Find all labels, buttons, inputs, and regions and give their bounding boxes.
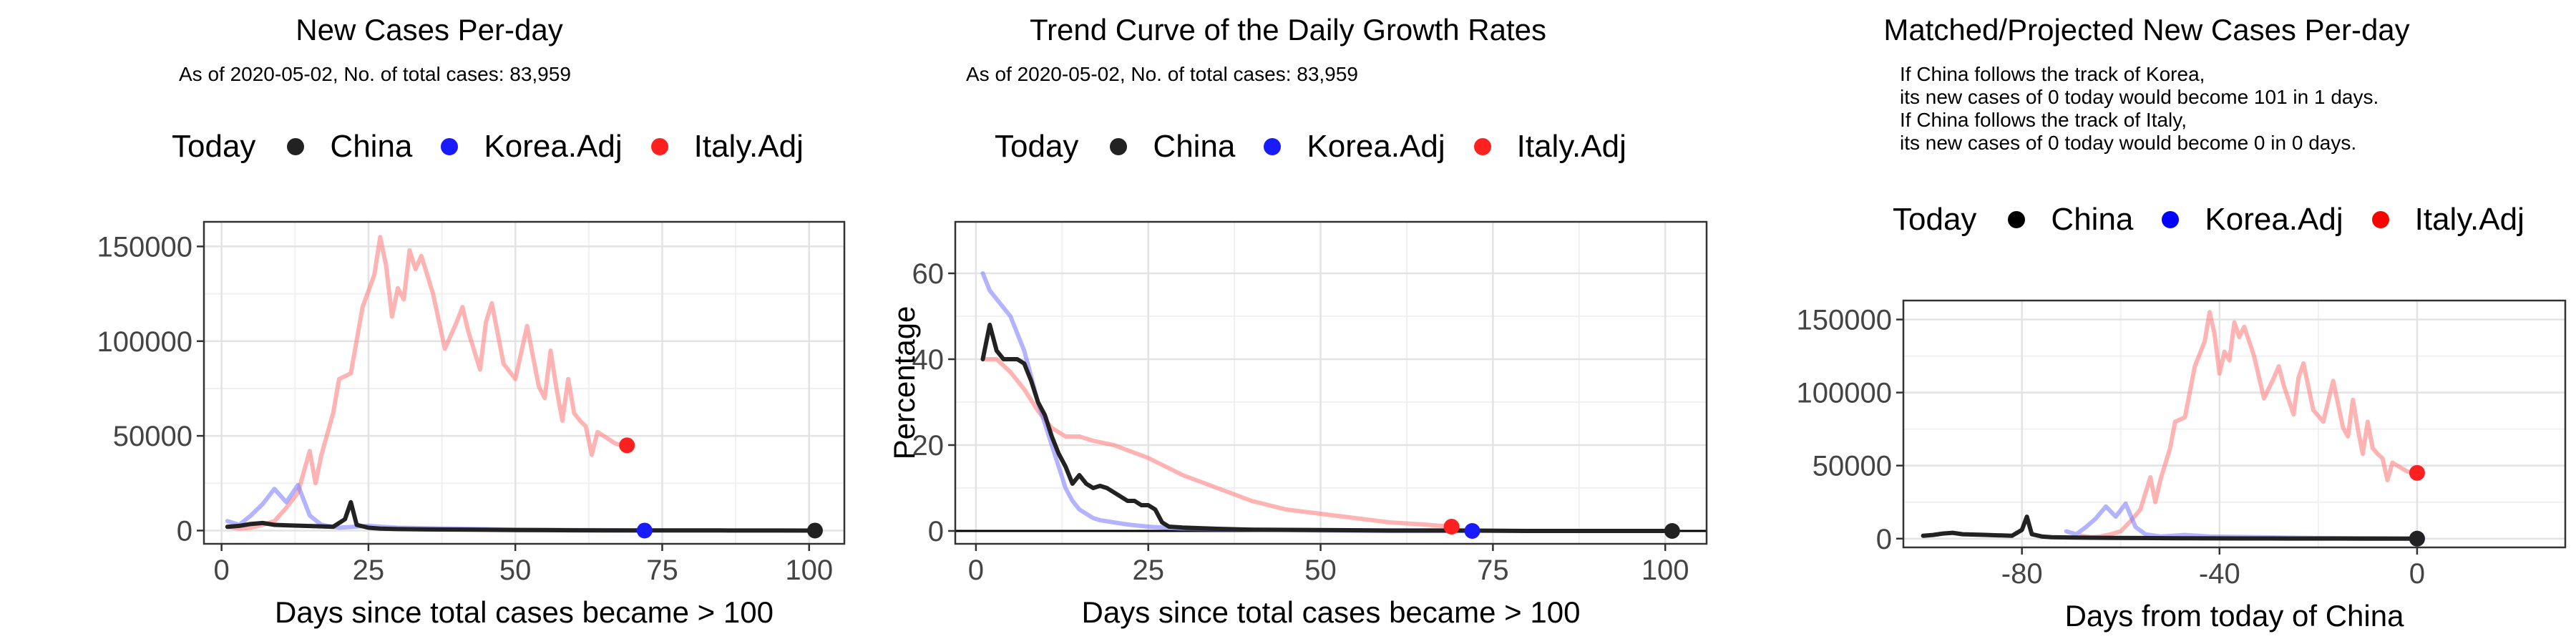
x-tick-label: -80 xyxy=(2001,558,2043,590)
x-tick-label: 50 xyxy=(499,555,532,586)
legend-item-china: China xyxy=(1110,129,1235,165)
legend-marker-korea xyxy=(1264,138,1282,155)
plot-growth-rates: 0 25 50 75 100 0 20 40 60 Days since total cases … xyxy=(887,220,1708,629)
y-tick-label: 150000 xyxy=(1797,305,1892,336)
legend-item-china: China xyxy=(2008,202,2133,238)
chart-title: Trend Curve of the Daily Growth Rates xyxy=(1029,13,1547,47)
legend-marker-italy xyxy=(2371,211,2389,228)
series-line-italy-adj xyxy=(2079,310,2419,540)
legend-marker-china xyxy=(1110,138,1128,155)
today-point-china xyxy=(1664,523,1680,539)
today-point-italy-adj xyxy=(1443,519,1460,535)
series-line-italy-adj xyxy=(225,235,630,531)
plot-border xyxy=(203,220,846,545)
y-tick-label: 150000 xyxy=(97,231,192,263)
legend-item-korea: Korea.Adj xyxy=(2162,202,2343,238)
plot-projected-cases: -80 -40 0 0 50000 100000 150000 Days from today… xyxy=(1797,299,2567,633)
today-point-korea-adj xyxy=(1464,523,1480,539)
today-point-china xyxy=(2409,530,2425,547)
legend-item-italy: Italy.Adj xyxy=(650,129,804,165)
y-tick-label: 20 xyxy=(912,430,945,462)
legend-title: Today xyxy=(995,129,1079,164)
plot-new-cases: 0 25 50 75 100 0 50000 100000 150000 Days since t… xyxy=(97,220,846,629)
legend-item-italy: Italy.Adj xyxy=(1473,129,1626,165)
today-point-korea-adj xyxy=(636,522,653,539)
y-tick-label: 100000 xyxy=(97,326,192,358)
legend-marker-korea xyxy=(2162,211,2180,228)
y-tick-label: 60 xyxy=(912,258,945,290)
x-tick-label: 0 xyxy=(214,555,230,586)
legend-marker-china xyxy=(287,138,305,155)
x-tick-label: 75 xyxy=(1477,555,1509,586)
y-tick-label: 40 xyxy=(912,344,945,376)
legend-marker-korea xyxy=(441,138,459,155)
legend-marker-italy xyxy=(1473,138,1491,155)
today-point-italy-adj xyxy=(2409,464,2425,481)
series-line-china xyxy=(980,323,1674,533)
x-tick-label: 25 xyxy=(1132,555,1164,586)
panel-new-cases: New Cases Per-day As of 2020-05-02, No. … xyxy=(0,0,859,644)
chart-legend: Today China Korea.Adj Italy.Adj xyxy=(172,129,832,165)
y-tick-label: 100000 xyxy=(1797,378,1892,409)
panel-projected-cases: Matched/Projected New Cases Per-day If C… xyxy=(1717,0,2576,644)
legend-item-korea: Korea.Adj xyxy=(1264,129,1445,165)
chart-subtitle: As of 2020-05-02, No. of total cases: 83… xyxy=(179,63,571,85)
legend-item-italy: Italy.Adj xyxy=(2371,202,2524,238)
panel-growth-rates: Trend Curve of the Daily Growth Rates As… xyxy=(859,0,1717,644)
x-tick-label: -40 xyxy=(2199,558,2240,590)
x-axis-title: Days from today of China xyxy=(2065,599,2405,633)
x-tick-label: 25 xyxy=(353,555,385,586)
series-line-china xyxy=(225,499,817,533)
chart-title: New Cases Per-day xyxy=(296,13,563,47)
legend-title: Today xyxy=(172,129,256,164)
plot-border xyxy=(1902,299,2567,549)
y-tick-label: 0 xyxy=(177,515,192,547)
x-axis-title: Days since total cases became > 100 xyxy=(275,595,774,629)
legend-title: Today xyxy=(1893,202,1977,237)
chart-subtitle: As of 2020-05-02, No. of total cases: 83… xyxy=(966,63,1358,85)
chart-title: Matched/Projected New Cases Per-day xyxy=(1883,13,2410,47)
y-axis-title: Percentage xyxy=(887,306,921,460)
y-tick-label: 0 xyxy=(928,516,944,547)
today-point-china xyxy=(806,522,823,539)
y-tick-label: 50000 xyxy=(1813,451,1892,482)
today-point-italy-adj xyxy=(619,437,635,454)
x-axis-title: Days since total cases became > 100 xyxy=(1082,595,1581,629)
chart-legend: Today China Korea.Adj Italy.Adj xyxy=(995,129,1655,165)
x-tick-label: 50 xyxy=(1304,555,1337,586)
chart-legend: Today China Korea.Adj Italy.Adj xyxy=(1893,202,2553,238)
y-tick-label: 50000 xyxy=(113,421,192,452)
series-line-italy-adj xyxy=(980,357,1454,529)
legend-marker-china xyxy=(2008,211,2026,228)
chart-subtitle: If China follows the track of Korea, its… xyxy=(1900,63,2379,154)
legend-marker-italy xyxy=(650,138,668,155)
x-tick-label: 0 xyxy=(968,555,984,586)
x-tick-label: 75 xyxy=(646,555,678,586)
plot-border xyxy=(954,220,1708,545)
x-tick-label: 0 xyxy=(2409,558,2425,590)
legend-item-china: China xyxy=(287,129,412,165)
x-tick-label: 100 xyxy=(1641,555,1689,586)
y-tick-label: 0 xyxy=(1876,524,1892,555)
x-tick-label: 100 xyxy=(785,555,833,586)
series-line-china xyxy=(1921,514,2419,541)
legend-item-korea: Korea.Adj xyxy=(441,129,623,165)
